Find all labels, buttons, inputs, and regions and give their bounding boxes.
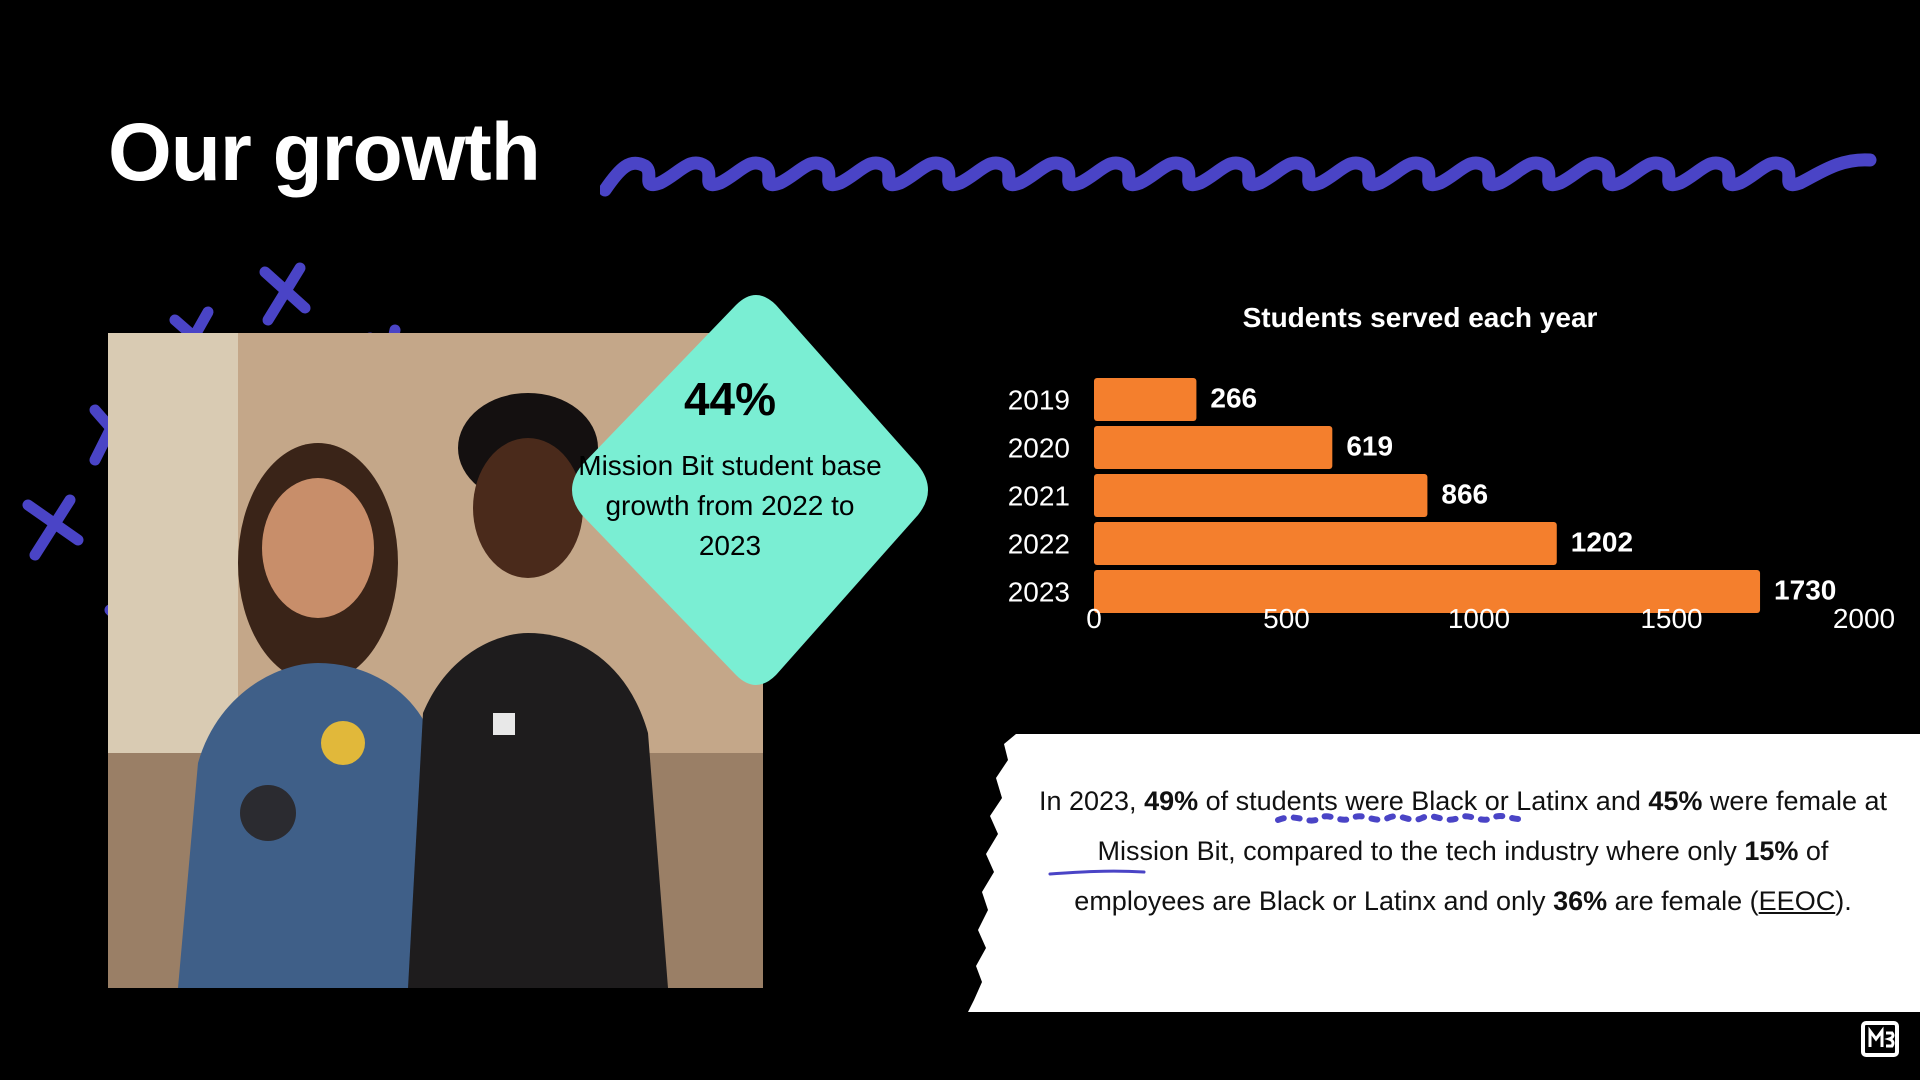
- data-label-2023: 1730: [1774, 575, 1836, 606]
- page-title: Our growth: [108, 107, 541, 198]
- note-text-6: of employees are Black or Latinx and onl…: [1074, 836, 1829, 916]
- y-tick-label-2023: 2023: [1008, 577, 1070, 608]
- x-tick-label-500: 500: [1263, 603, 1310, 630]
- eeoc-link[interactable]: EEOC: [1758, 886, 1836, 916]
- x-tick-label-1500: 1500: [1640, 603, 1702, 630]
- bar-2020: [1094, 426, 1333, 469]
- data-label-2022: 1202: [1571, 527, 1633, 558]
- y-tick-label-2020: 2020: [1008, 433, 1070, 464]
- bar-2019: [1094, 378, 1197, 421]
- scribble-decoration: [600, 153, 1877, 197]
- x-tick-label-2000: 2000: [1833, 603, 1895, 630]
- note-stat-black-latinx-students: 49%: [1144, 786, 1199, 816]
- note-stat-female-employees: 36%: [1553, 886, 1608, 916]
- data-label-2021: 866: [1441, 479, 1488, 510]
- note-stat-black-latinx-employees: 15%: [1744, 836, 1799, 866]
- note-text-2: of students were Black or Latinx and: [1198, 786, 1649, 816]
- bar-chart: 2019 266 2020 619 2021 866 2022 1202 2023 1730 0 50…: [1008, 378, 1895, 630]
- y-tick-label-2022: 2022: [1008, 529, 1070, 560]
- x-tick-label-0: 0: [1086, 603, 1102, 630]
- stats-note-text: In 2023, 49% of students were Black or L…: [1034, 776, 1892, 926]
- bar-2021: [1094, 474, 1428, 517]
- x-tick-label-1000: 1000: [1448, 603, 1510, 630]
- stats-note-card: In 2023, 49% of students were Black or L…: [968, 734, 1920, 1012]
- y-tick-label-2021: 2021: [1008, 481, 1070, 512]
- data-label-2020: 619: [1346, 431, 1393, 462]
- bar-2022: [1094, 522, 1557, 565]
- note-text-1: In 2023,: [1038, 786, 1145, 816]
- torn-paper-background: [968, 734, 1920, 1012]
- chart-title: Students served each year: [1242, 302, 1598, 333]
- stat-callout: [552, 283, 940, 697]
- note-text-4: female: [1775, 786, 1857, 816]
- bar-2023: [1094, 570, 1761, 613]
- stat-description: Mission Bit student base growth from 202…: [578, 450, 882, 561]
- note-text-5: at Mission Bit, compared to the tech ind…: [1097, 786, 1888, 866]
- note-stat-female-students: 45%: [1648, 786, 1703, 816]
- note-text-3: were: [1702, 786, 1776, 816]
- note-text-8: ).: [1835, 886, 1852, 916]
- data-label-2019: 266: [1210, 383, 1257, 414]
- y-tick-label-2019: 2019: [1008, 385, 1070, 416]
- mission-bit-logo: [1861, 1021, 1899, 1057]
- stat-value: 44%: [683, 373, 777, 425]
- note-text-7: are female (: [1607, 886, 1759, 916]
